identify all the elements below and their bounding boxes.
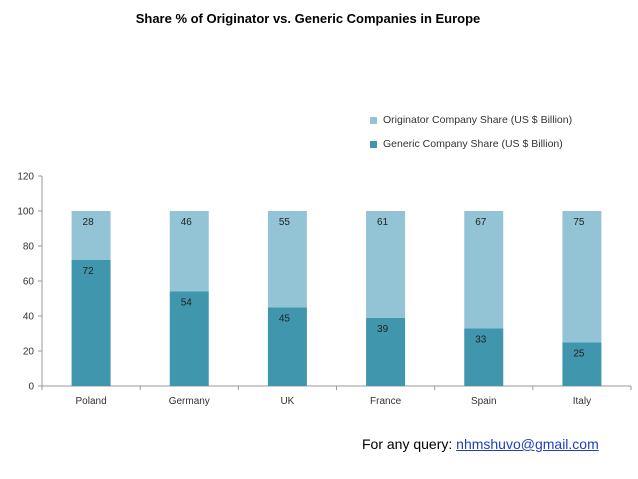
data-label-generic: 45 bbox=[279, 313, 291, 324]
bar-generic bbox=[267, 307, 307, 386]
data-label-generic: 33 bbox=[475, 334, 487, 345]
x-tick-label: France bbox=[370, 396, 402, 407]
y-tick-label: 40 bbox=[23, 312, 35, 323]
legend-label-originator: Originator Company Share (US $ Billion) bbox=[383, 114, 573, 126]
bar-originator bbox=[464, 211, 504, 329]
x-tick-label: Italy bbox=[573, 396, 591, 407]
data-label-generic: 72 bbox=[83, 266, 95, 277]
bar-generic bbox=[169, 291, 209, 386]
bar-originator bbox=[562, 211, 602, 343]
data-label-generic: 39 bbox=[377, 324, 389, 335]
legend-swatch-generic bbox=[370, 140, 377, 148]
data-label-originator: 75 bbox=[573, 217, 585, 228]
chart-legend: Originator Company Share (US $ Billion) … bbox=[370, 110, 572, 158]
y-tick-label: 20 bbox=[23, 347, 35, 358]
data-label-originator: 67 bbox=[475, 217, 487, 228]
data-label-originator: 61 bbox=[377, 217, 389, 228]
chart-title: Share % of Originator vs. Generic Compan… bbox=[0, 11, 638, 26]
data-label-originator: 55 bbox=[279, 217, 291, 228]
x-tick-label: Spain bbox=[471, 396, 497, 407]
legend-item-generic: Generic Company Share (US $ Billion) bbox=[370, 134, 572, 154]
bar-originator bbox=[267, 211, 307, 308]
footer-contact: For any query: nhmshuvo@gmail.com bbox=[362, 436, 599, 452]
y-tick-label: 0 bbox=[28, 382, 34, 393]
data-label-generic: 25 bbox=[573, 348, 585, 359]
bar-generic bbox=[71, 260, 111, 386]
bar-originator bbox=[169, 211, 209, 292]
x-tick-label: UK bbox=[280, 396, 294, 407]
bar-generic bbox=[464, 328, 504, 386]
bar-originator bbox=[71, 211, 111, 260]
x-tick-label: Poland bbox=[76, 396, 107, 407]
legend-item-originator: Originator Company Share (US $ Billion) bbox=[370, 110, 572, 130]
chart-title-text: Share % of Originator vs. Generic Compan… bbox=[135, 11, 481, 26]
footer-email-link[interactable]: nhmshuvo@gmail.com bbox=[456, 436, 599, 452]
bar-generic bbox=[562, 342, 602, 386]
y-tick-label: 80 bbox=[23, 242, 35, 253]
bar-generic bbox=[366, 317, 406, 386]
legend-label-generic: Generic Company Share (US $ Billion) bbox=[383, 138, 563, 150]
x-tick-label: Germany bbox=[169, 396, 210, 407]
bar-originator bbox=[366, 211, 406, 318]
y-tick-label: 60 bbox=[23, 277, 35, 288]
footer-prefix: For any query: bbox=[362, 436, 457, 452]
y-tick-label: 100 bbox=[17, 207, 34, 218]
data-label-generic: 54 bbox=[181, 298, 193, 309]
data-label-originator: 28 bbox=[83, 217, 95, 228]
y-tick-label: 120 bbox=[17, 172, 34, 183]
data-label-originator: 46 bbox=[181, 217, 193, 228]
legend-swatch-originator bbox=[370, 116, 377, 124]
